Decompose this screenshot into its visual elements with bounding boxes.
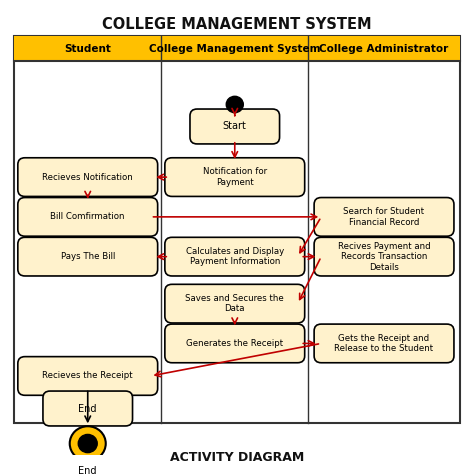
FancyBboxPatch shape [18, 356, 158, 395]
Text: End: End [79, 466, 97, 474]
FancyBboxPatch shape [314, 198, 454, 236]
FancyBboxPatch shape [18, 198, 158, 236]
Bar [14, 36, 460, 62]
Circle shape [70, 426, 106, 461]
Text: Generates the Receipt: Generates the Receipt [186, 339, 283, 348]
FancyBboxPatch shape [165, 284, 305, 323]
Bar [14, 36, 460, 423]
FancyBboxPatch shape [314, 237, 454, 276]
Text: Search for Student
Financial Record: Search for Student Financial Record [344, 207, 425, 227]
Text: Pays The Bill: Pays The Bill [61, 252, 115, 261]
Text: End: End [79, 403, 97, 413]
Text: Start: Start [223, 121, 246, 131]
Circle shape [78, 435, 97, 453]
Text: Gets the Receipt and
Release to the Student: Gets the Receipt and Release to the Stud… [335, 334, 434, 353]
FancyBboxPatch shape [165, 158, 305, 196]
Text: Recieves the Receipt: Recieves the Receipt [43, 372, 133, 381]
Text: COLLEGE MANAGEMENT SYSTEM: COLLEGE MANAGEMENT SYSTEM [102, 17, 372, 32]
Text: Notification for
Payment: Notification for Payment [203, 167, 267, 187]
FancyBboxPatch shape [43, 391, 133, 426]
Text: ACTIVITY DIAGRAM: ACTIVITY DIAGRAM [170, 451, 304, 464]
Text: College Management System: College Management System [149, 44, 320, 54]
Text: Calculates and Display
Payment Information: Calculates and Display Payment Informati… [186, 247, 284, 266]
Text: Recieves Notification: Recieves Notification [42, 173, 133, 182]
FancyBboxPatch shape [165, 324, 305, 363]
FancyBboxPatch shape [314, 324, 454, 363]
Text: College Administrator: College Administrator [319, 44, 449, 54]
FancyBboxPatch shape [165, 237, 305, 276]
Text: Saves and Secures the
Data: Saves and Secures the Data [185, 294, 284, 313]
Circle shape [226, 96, 243, 113]
Text: Recives Payment and
Records Transaction
Details: Recives Payment and Records Transaction … [337, 242, 430, 272]
Text: Bill Comfirmation: Bill Comfirmation [51, 212, 125, 221]
FancyBboxPatch shape [190, 109, 280, 144]
Text: Student: Student [64, 44, 111, 54]
FancyBboxPatch shape [18, 158, 158, 196]
FancyBboxPatch shape [18, 237, 158, 276]
